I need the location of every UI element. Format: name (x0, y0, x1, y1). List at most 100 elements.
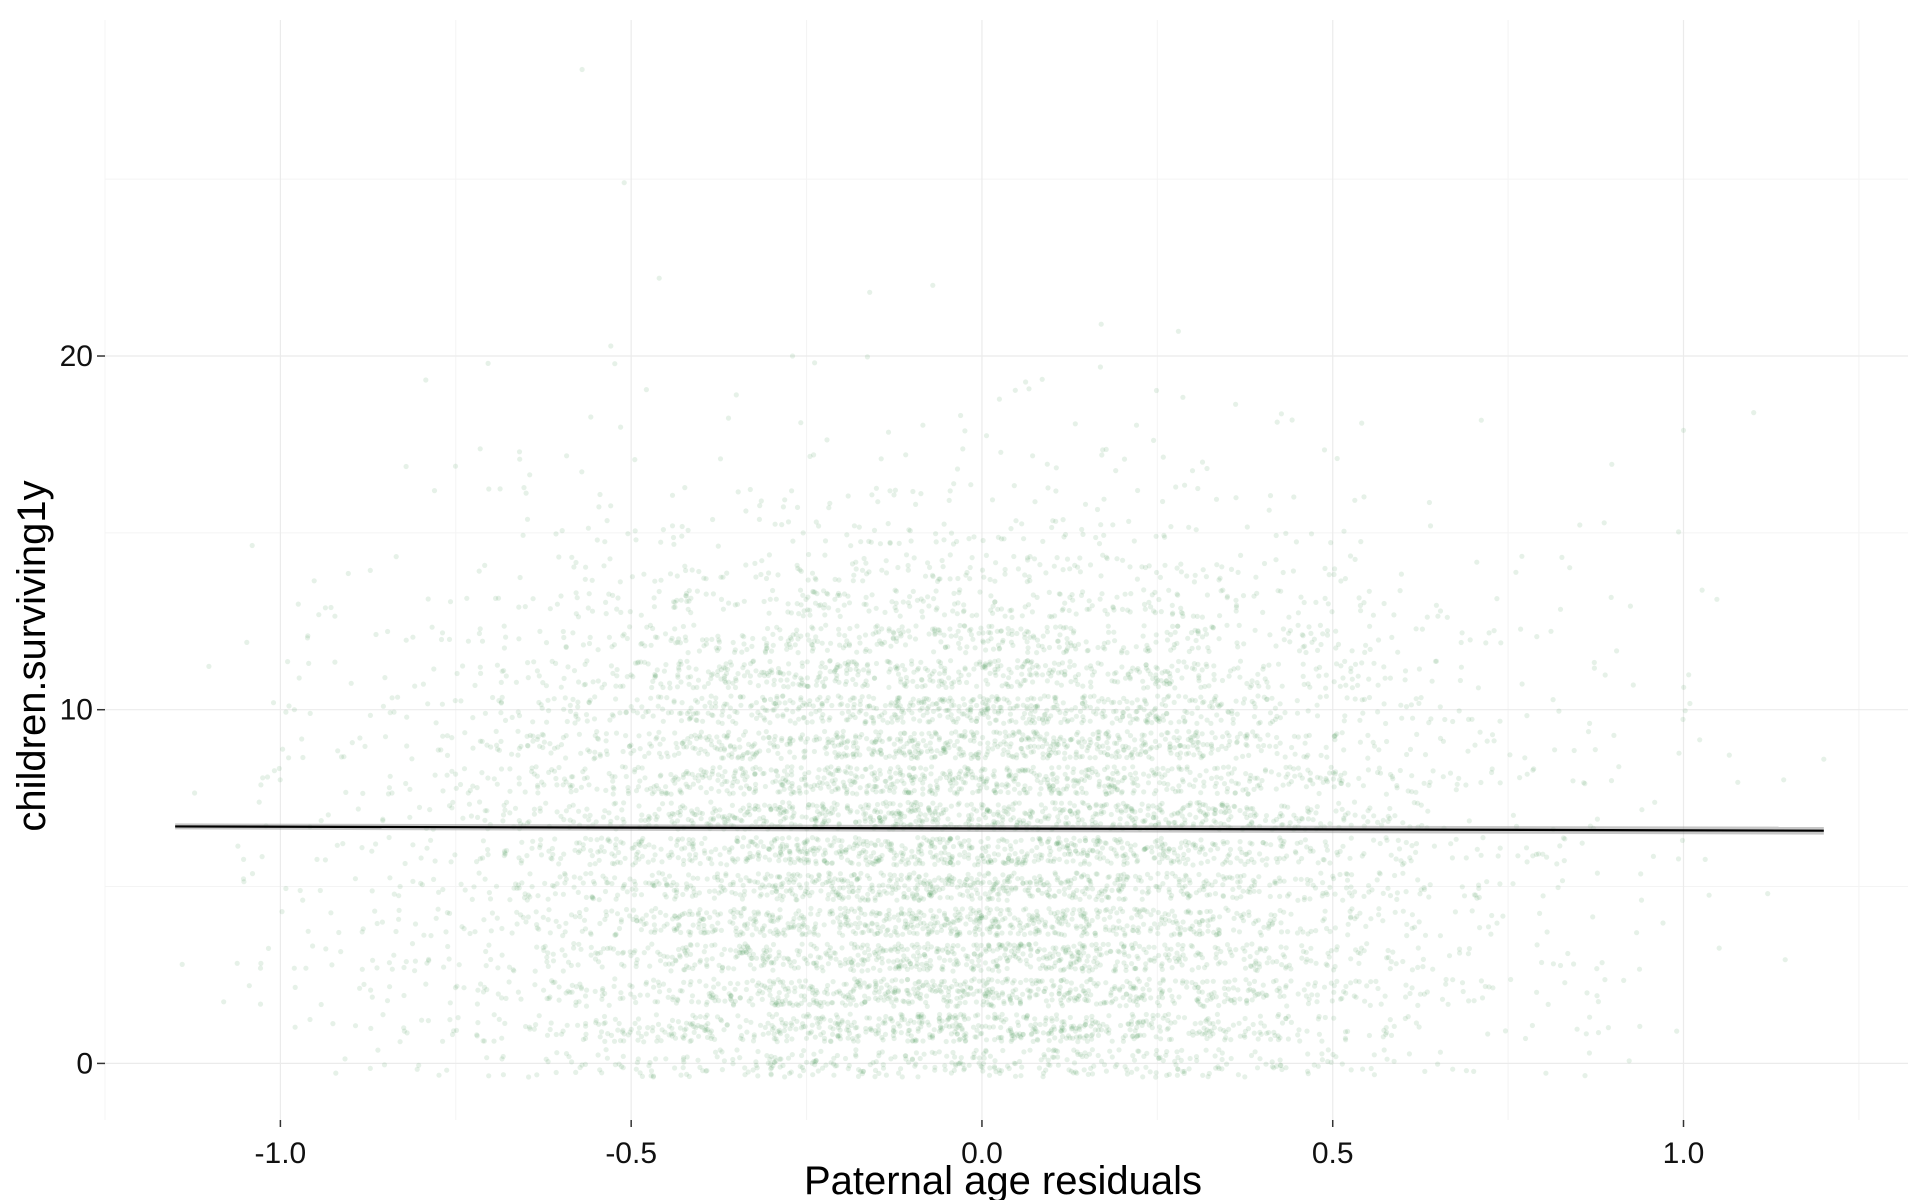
data-point (1402, 1015, 1408, 1022)
data-point (1385, 947, 1391, 954)
data-point (909, 1038, 915, 1044)
data-point (914, 886, 920, 893)
data-point (1130, 986, 1136, 992)
data-point (715, 920, 721, 926)
data-point (599, 964, 605, 970)
data-point (1003, 976, 1009, 983)
data-point (816, 1002, 822, 1008)
data-point (918, 1013, 924, 1019)
data-point (808, 905, 814, 912)
data-point (697, 1014, 703, 1020)
data-point (954, 884, 961, 890)
data-point (968, 884, 975, 891)
data-point (992, 1065, 998, 1071)
data-point (652, 927, 658, 933)
data-point (703, 1026, 709, 1032)
data-point (818, 888, 824, 894)
data-point (701, 1027, 708, 1033)
data-point (1157, 1054, 1163, 1060)
data-point (812, 845, 818, 852)
data-point (641, 1039, 647, 1045)
data-point (772, 1054, 778, 1061)
data-point (869, 921, 875, 927)
data-point (1343, 885, 1350, 891)
data-point (1364, 983, 1370, 989)
data-point (828, 955, 834, 961)
data-point (592, 988, 598, 995)
data-point (1308, 845, 1314, 851)
data-point (776, 874, 782, 880)
data-point (983, 844, 989, 850)
data-point (712, 942, 718, 948)
data-point (839, 1000, 846, 1006)
data-point (695, 875, 701, 881)
data-point (1065, 877, 1071, 884)
data-point (1069, 1025, 1075, 1031)
data-point (699, 840, 705, 847)
data-point (241, 879, 247, 885)
data-point (1032, 1029, 1038, 1035)
data-point (1257, 851, 1263, 857)
data-point (721, 985, 727, 992)
data-point (556, 861, 562, 867)
data-point (1051, 856, 1058, 862)
data-point (703, 1028, 709, 1034)
data-point (1070, 892, 1076, 898)
data-point (700, 1068, 706, 1074)
data-point (813, 998, 819, 1004)
data-point (878, 985, 884, 991)
data-point (787, 959, 793, 965)
data-point (1276, 875, 1282, 881)
data-point (782, 986, 789, 992)
data-point (911, 930, 917, 936)
data-point (367, 1065, 373, 1071)
data-point (828, 1038, 834, 1045)
data-point (1181, 1015, 1188, 1021)
data-point (892, 1054, 898, 1060)
data-point (657, 989, 663, 995)
data-point (1018, 837, 1024, 843)
data-point (1227, 874, 1233, 880)
data-point (848, 873, 855, 879)
data-point (1058, 931, 1064, 938)
data-point (774, 1000, 780, 1006)
data-point (1381, 1027, 1387, 1033)
data-point (697, 978, 703, 984)
data-point (763, 948, 770, 955)
data-point (775, 995, 781, 1001)
data-point (652, 999, 658, 1005)
data-point (999, 930, 1005, 936)
data-point (777, 907, 783, 913)
data-point (704, 1012, 710, 1018)
data-point (357, 985, 363, 991)
data-point (1135, 1048, 1141, 1054)
data-point (746, 952, 753, 958)
data-point (433, 915, 439, 921)
data-point (1485, 1031, 1491, 1037)
data-point (863, 1025, 869, 1032)
data-point (817, 907, 823, 914)
data-point (854, 979, 860, 985)
data-point (784, 1038, 790, 1044)
data-point (925, 982, 931, 988)
data-point (1120, 908, 1126, 915)
data-point (1177, 845, 1183, 851)
data-point (474, 1001, 480, 1007)
data-point (735, 872, 741, 879)
data-point (1198, 860, 1204, 866)
data-point (849, 994, 855, 1001)
data-point (544, 954, 550, 960)
data-point (827, 842, 833, 848)
data-point (707, 914, 713, 921)
data-point (884, 912, 890, 918)
data-point (622, 855, 628, 861)
data-point (1305, 816, 1311, 822)
data-point (1132, 842, 1138, 848)
data-point (712, 888, 718, 894)
data-point (758, 839, 764, 845)
data-point (374, 920, 380, 927)
data-point (862, 999, 868, 1005)
data-point (734, 835, 740, 841)
data-point (1087, 977, 1093, 983)
data-point (853, 1002, 859, 1008)
